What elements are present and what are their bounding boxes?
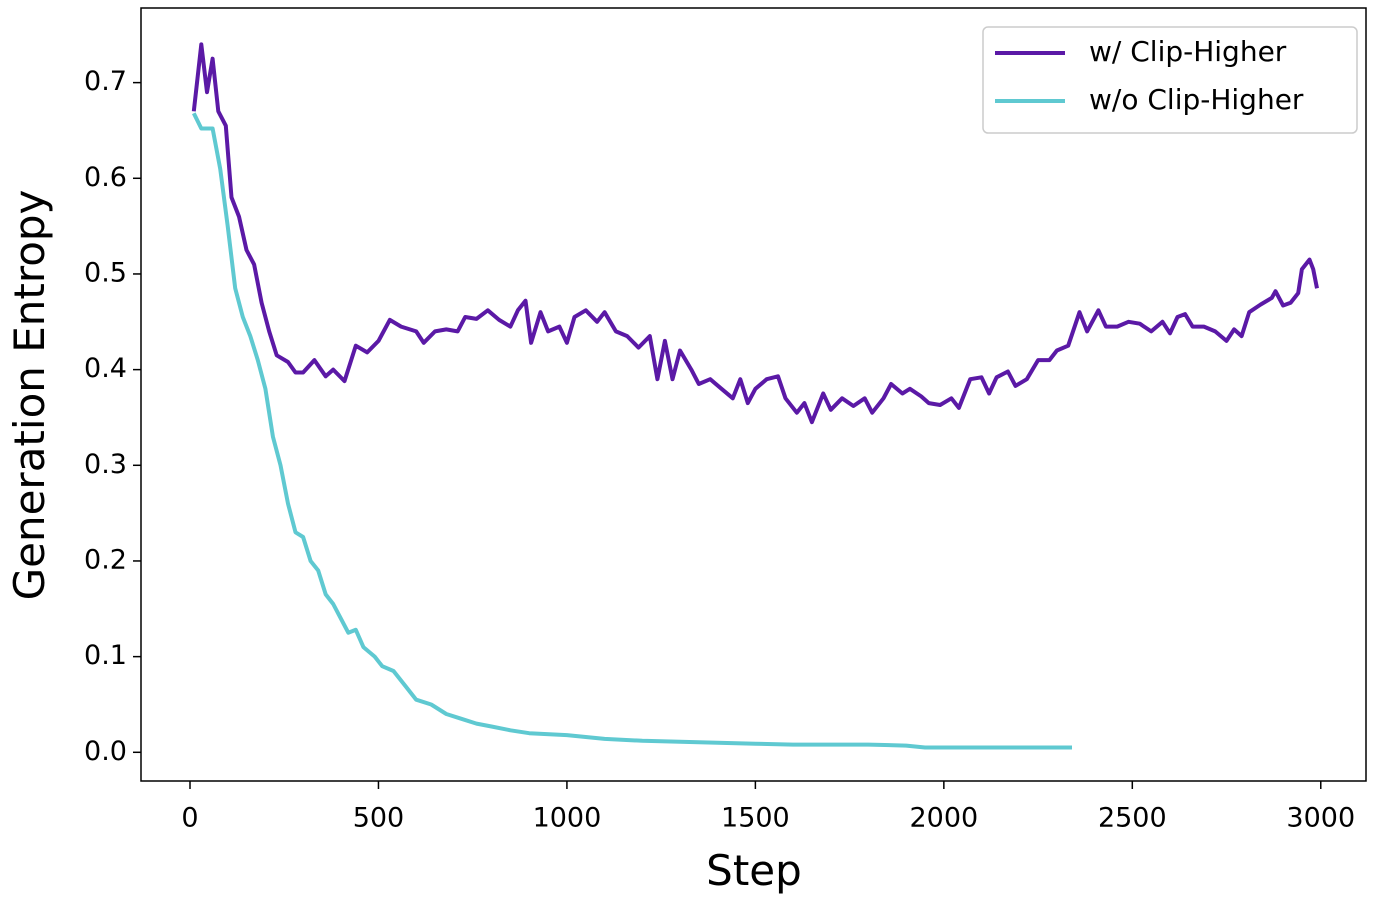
y-tick-label: 0.4 — [84, 353, 127, 384]
y-tick-label: 0.3 — [84, 449, 127, 480]
y-tick-label: 0.0 — [84, 736, 127, 767]
series-line — [191, 42, 1319, 425]
legend-label: w/ Clip-Higher — [1089, 35, 1287, 68]
x-tick-label: 500 — [353, 803, 405, 834]
x-tick-label: 1500 — [721, 803, 790, 834]
x-tick-label: 0 — [181, 803, 198, 834]
x-tick-label: 2500 — [1098, 803, 1167, 834]
y-tick-label: 0.6 — [84, 162, 127, 193]
y-tick-label: 0.7 — [84, 66, 127, 97]
y-tick-label: 0.5 — [84, 257, 127, 288]
y-tick-label: 0.2 — [84, 544, 127, 575]
y-axis-label: Generation Entropy — [5, 190, 54, 601]
y-tick-label: 0.1 — [84, 640, 127, 671]
legend-box — [982, 26, 1358, 134]
plot-frame — [140, 7, 1367, 782]
x-tick-label: 2000 — [909, 803, 978, 834]
legend-label: w/o Clip-Higher — [1089, 83, 1304, 116]
series-line — [192, 112, 1072, 750]
x-tick-label: 1000 — [533, 803, 602, 834]
x-axis-label: Step — [706, 846, 802, 895]
x-tick-label: 3000 — [1286, 803, 1355, 834]
